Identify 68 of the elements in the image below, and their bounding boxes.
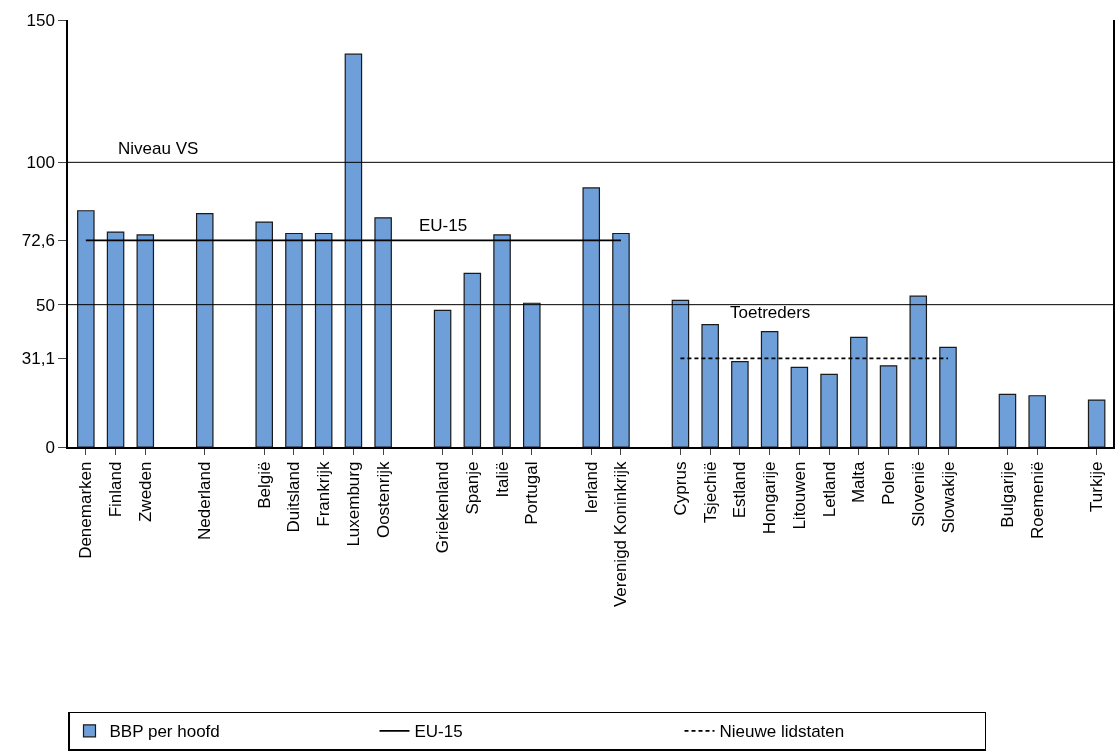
y-tick-label: 100 <box>26 153 55 173</box>
bar <box>582 187 601 447</box>
x-tick-label: Duitsland <box>284 461 304 533</box>
x-tick-label: Turkije <box>1087 461 1107 512</box>
bar <box>790 366 809 447</box>
bar <box>909 295 928 447</box>
bar <box>820 373 838 447</box>
bar <box>1028 395 1046 447</box>
x-tick-label: Oostenrijk <box>373 461 393 539</box>
bar <box>998 393 1017 447</box>
x-tick-label: Spanje <box>462 461 482 515</box>
x-tick-label: Italië <box>492 461 512 498</box>
ref-line-label: Niveau VS <box>118 139 199 158</box>
bar <box>939 346 957 447</box>
x-tick-label: Bulgarije <box>997 461 1017 528</box>
bar <box>255 221 273 447</box>
bar <box>374 217 392 447</box>
bar <box>850 336 868 447</box>
bar <box>612 232 630 447</box>
y-tick-label: 72,6 <box>21 231 55 251</box>
y-tick-label: 0 <box>45 437 55 457</box>
bar <box>523 302 541 447</box>
bar <box>493 234 511 447</box>
x-tick-label: Griekenland <box>433 461 453 554</box>
y-tick-label: 31,1 <box>21 349 55 369</box>
x-tick-label: Ierland <box>581 461 601 514</box>
bar <box>760 331 779 447</box>
bar <box>701 323 719 447</box>
x-tick-label: Cyprus <box>670 461 690 516</box>
bar <box>731 361 749 447</box>
bar <box>314 232 333 447</box>
annotation: EU-15 <box>419 216 468 235</box>
x-tick-label: Verenigd Koninkrijk <box>611 461 631 608</box>
x-tick-label: Denemarken <box>76 461 96 559</box>
x-tick-label: Luxemburg <box>343 461 363 547</box>
annotation: Toetreders <box>730 303 811 322</box>
x-tick-label: Hongarije <box>760 461 780 535</box>
bar <box>344 53 363 447</box>
bar <box>1087 399 1106 447</box>
bar <box>285 232 303 447</box>
x-tick-label: Tsjechië <box>700 461 720 523</box>
x-tick-label: Letland <box>819 461 839 518</box>
x-tick-label: Roemenië <box>1027 461 1047 540</box>
x-tick-label: Polen <box>879 461 899 506</box>
bar <box>671 299 690 447</box>
legend-label: BBP per hoofd <box>109 722 220 742</box>
x-tick-label: Zweden <box>135 461 155 523</box>
x-tick-label: Litouwen <box>789 461 809 530</box>
x-tick-label: Portugal <box>522 461 542 525</box>
bar <box>77 210 95 447</box>
bar <box>106 231 125 447</box>
bar <box>879 365 898 447</box>
legend-label: EU-15 <box>414 722 463 742</box>
x-tick-label: Slovenië <box>908 461 928 527</box>
x-tick-label: Frankrijk <box>314 461 334 527</box>
bar <box>463 272 482 447</box>
y-tick-label: 150 <box>26 10 55 30</box>
x-tick-label: België <box>254 461 274 509</box>
bar <box>433 309 452 447</box>
x-tick-label: Malta <box>849 461 869 504</box>
legend-label: Nieuwe lidstaten <box>719 722 845 742</box>
x-tick-label: Slowakije <box>938 461 958 534</box>
bar <box>136 234 155 447</box>
y-tick-label: 50 <box>35 295 55 315</box>
bar <box>195 212 214 447</box>
x-tick-label: Finland <box>106 461 126 518</box>
x-tick-label: Estland <box>730 461 750 519</box>
x-tick-label: Nederland <box>195 461 215 540</box>
